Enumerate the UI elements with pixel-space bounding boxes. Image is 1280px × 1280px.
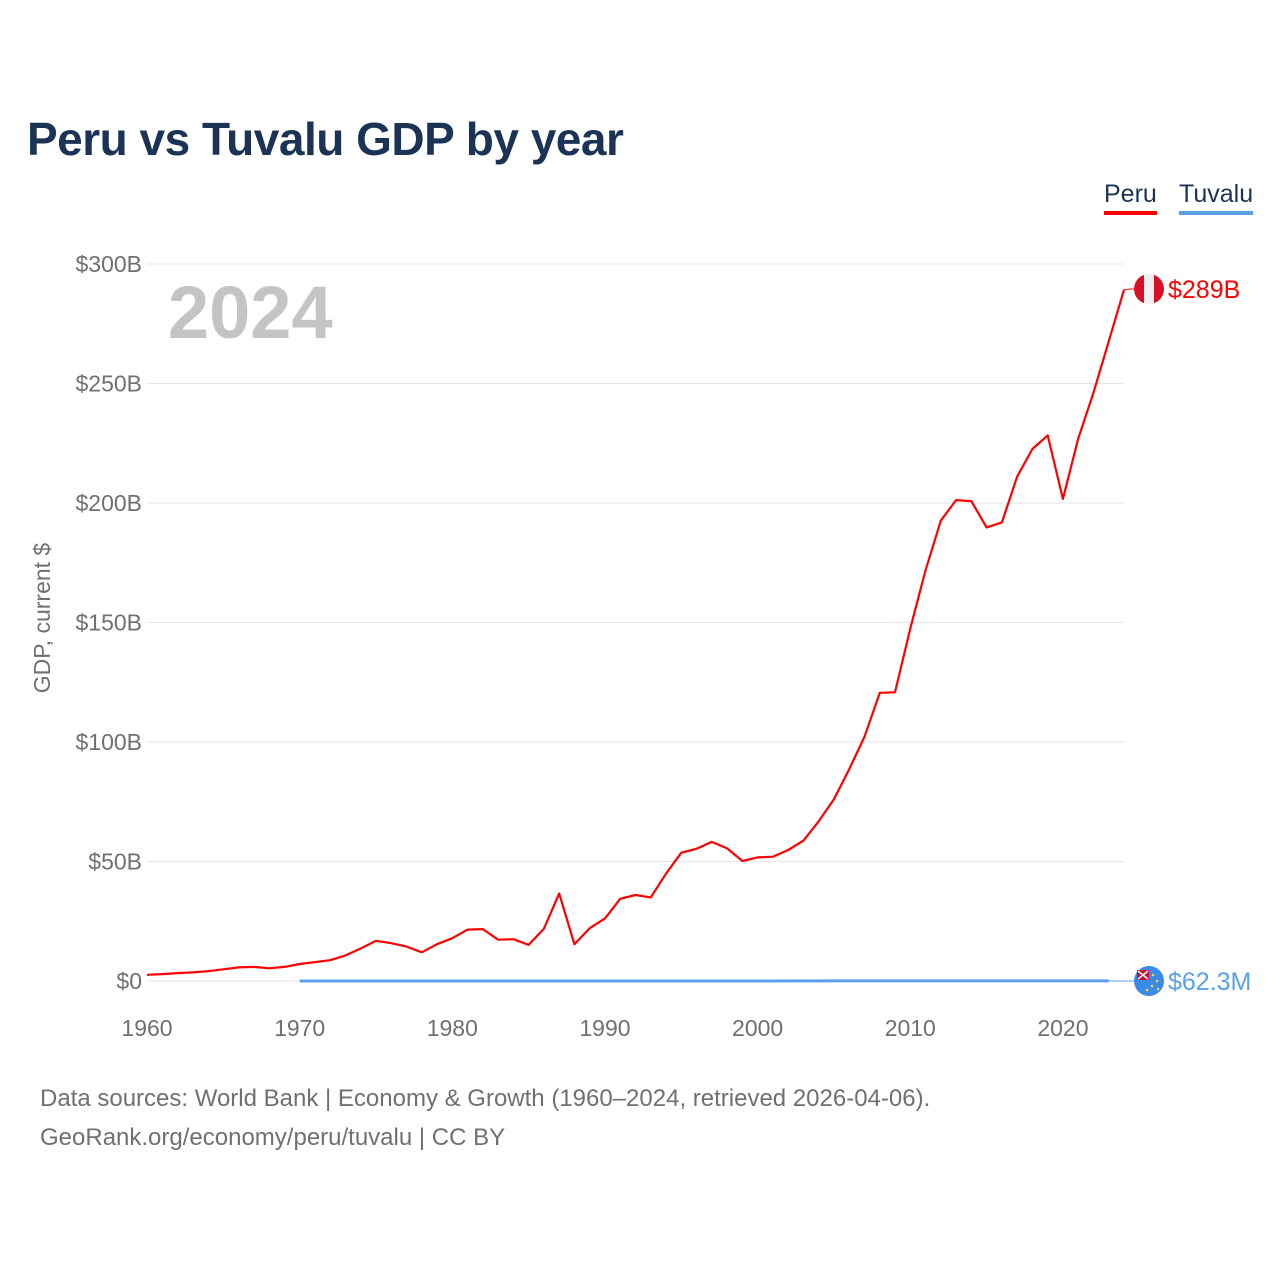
y-tick-label: $100B bbox=[75, 729, 142, 755]
end-value-label-peru: $289B bbox=[1168, 276, 1240, 304]
peru-flag-icon bbox=[1134, 274, 1164, 304]
x-tick-label: 1970 bbox=[274, 1015, 325, 1041]
chart-title: Peru vs Tuvalu GDP by year bbox=[27, 113, 624, 165]
y-tick-label: $250B bbox=[75, 371, 142, 397]
x-tick-label: 2000 bbox=[732, 1015, 783, 1041]
end-connector bbox=[1123, 288, 1134, 291]
y-tick-label: $200B bbox=[75, 490, 142, 516]
y-tick-label: $150B bbox=[75, 610, 142, 636]
flag-white bbox=[1144, 274, 1154, 304]
x-tick-label: 1990 bbox=[579, 1015, 630, 1041]
legend-item-peru[interactable]: Peru bbox=[1104, 180, 1157, 215]
x-tick-label: 2020 bbox=[1037, 1015, 1088, 1041]
series-line-peru bbox=[146, 289, 1126, 976]
end-value-label-tuvalu: $62.3M bbox=[1168, 968, 1251, 996]
tuvalu-flag-icon bbox=[1134, 966, 1164, 996]
year-watermark: 2024 bbox=[168, 271, 333, 354]
flag-star bbox=[1156, 987, 1160, 991]
flag-cross bbox=[1137, 970, 1149, 980]
flag-star bbox=[1155, 979, 1159, 983]
flag-star bbox=[1150, 984, 1154, 988]
flag-star bbox=[1151, 973, 1155, 977]
credit-link[interactable]: GeoRank.org/economy/peru/tuvalu | CC BY bbox=[40, 1124, 506, 1151]
legend-item-tuvalu[interactable]: Tuvalu bbox=[1179, 180, 1254, 215]
x-tick-label: 1960 bbox=[121, 1015, 172, 1041]
y-tick-label: $300B bbox=[75, 251, 142, 277]
y-axis-label: GDP, current $ bbox=[29, 543, 55, 694]
x-tick-label: 1980 bbox=[427, 1015, 478, 1041]
y-tick-label: $50B bbox=[88, 849, 142, 875]
y-tick-label: $0 bbox=[116, 968, 142, 994]
x-tick-label: 2010 bbox=[885, 1015, 936, 1041]
data-sources: Data sources: World Bank | Economy & Gro… bbox=[40, 1085, 931, 1112]
flag-star bbox=[1145, 988, 1149, 992]
